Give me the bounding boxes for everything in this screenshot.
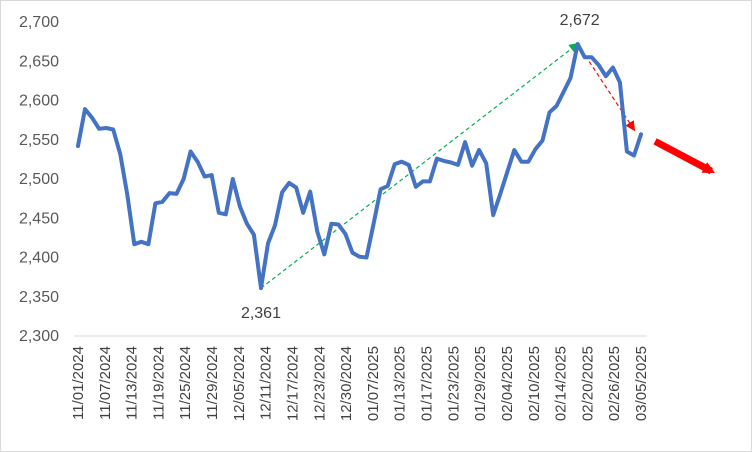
uptrend-arrow [260,42,580,289]
x-tick-label: 01/23/2025 [445,346,462,421]
x-tick-label: 11/01/2024 [70,346,87,420]
x-tick-label: 12/11/2024 [258,346,275,420]
y-axis: 2,300 2,350 2,400 2,450 2,500 2,550 2,600 2,650… [19,14,59,345]
y-tick-label: 2,350 [19,289,59,306]
y-tick-label: 2,300 [19,328,59,345]
x-tick-label: 01/29/2025 [472,346,489,421]
y-tick-label: 2,450 [19,210,59,227]
y-tick-label: 2,650 [19,53,59,70]
x-tick-label: 02/10/2025 [526,346,543,421]
x-tick-label: 12/23/2024 [311,346,328,421]
x-tick-label: 12/30/2024 [338,346,355,421]
x-axis: 11/01/2024 11/07/2024 11/13/2024 11/19/2024… [70,335,650,421]
x-tick-label: 11/19/2024 [150,346,167,420]
price-series-line [76,42,643,291]
trough-label: 2,361 [241,305,281,322]
x-tick-label: 01/13/2025 [392,346,409,421]
x-tick-label: 12/17/2024 [284,346,301,421]
series-group [76,42,643,291]
x-tick-label: 11/29/2024 [204,346,221,420]
peak-label: 2,672 [560,12,600,29]
x-tick-label: 11/13/2024 [124,346,141,420]
x-tick-label: 12/05/2024 [231,346,248,421]
y-tick-label: 2,550 [19,132,59,149]
x-tick-label: 02/14/2025 [553,346,570,421]
x-tick-label: 01/17/2025 [419,346,436,421]
forecast-arrow [653,138,715,175]
data-labels: 2,361 2,672 [241,12,600,322]
y-tick-label: 2,700 [19,14,59,31]
x-tick-label: 03/05/2025 [633,346,650,421]
x-tick-label: 11/07/2024 [97,346,114,420]
x-tick-label: 02/26/2025 [606,346,623,421]
y-tick-label: 2,400 [19,250,59,267]
x-tick-label: 02/20/2025 [579,346,596,421]
x-tick-label: 01/07/2025 [365,346,382,421]
y-tick-label: 2,600 [19,93,59,110]
x-tick-label: 02/04/2025 [499,346,516,421]
x-tick-label: 11/25/2024 [177,346,194,420]
y-tick-label: 2,500 [19,171,59,188]
